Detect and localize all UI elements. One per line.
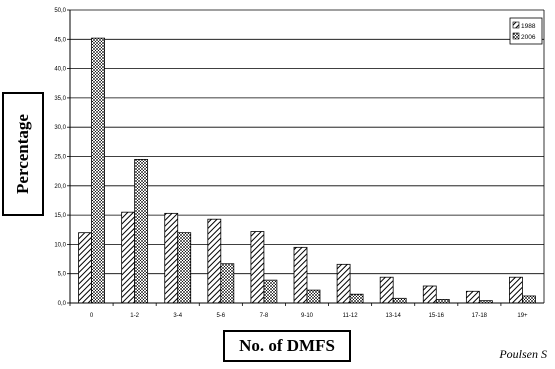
legend-label: 2006 xyxy=(521,34,536,41)
bars xyxy=(78,37,536,304)
legend-swatch xyxy=(512,21,520,29)
bar-2006-7-8 xyxy=(263,279,278,304)
y-axis-title-box: Percentage xyxy=(2,92,44,216)
bar-1988-7-8 xyxy=(250,231,265,304)
legend: 1988 2006 xyxy=(509,17,543,45)
y-tick-label: 25,0 xyxy=(54,155,66,161)
y-tick-label: 5,0 xyxy=(58,272,67,278)
bar-2006-15-16 xyxy=(435,299,450,304)
bar-1988-19+ xyxy=(509,276,523,304)
y-tick-label: 40,0 xyxy=(54,67,66,73)
x-tick-label: 13-14 xyxy=(386,313,402,319)
bar-1988-0 xyxy=(78,232,92,304)
bar-1988-11-12 xyxy=(336,263,351,304)
x-tick-label: 19+ xyxy=(517,313,528,319)
x-tick-label: 17-18 xyxy=(472,313,488,319)
bar-2006-1-2 xyxy=(134,159,149,304)
bar-2006-13-14 xyxy=(392,297,407,304)
y-tick-label: 50,0 xyxy=(54,8,66,14)
bar-1988-5-6 xyxy=(207,218,222,304)
x-tick-label: 0 xyxy=(90,313,94,319)
bar-2006-0 xyxy=(91,37,105,304)
x-axis-title: No. of DMFS xyxy=(239,336,335,355)
bar-2006-3-4 xyxy=(177,232,192,304)
x-tick-label: 7-8 xyxy=(260,313,269,319)
y-tick-label: 20,0 xyxy=(54,184,66,190)
x-axis-title-box: No. of DMFS xyxy=(223,330,351,362)
x-tick-label: 3-4 xyxy=(173,313,182,319)
author-credit: Poulsen S xyxy=(499,347,547,361)
y-tick-label: 15,0 xyxy=(54,213,66,219)
bar-1988-9-10 xyxy=(293,246,308,304)
bar-1988-17-18 xyxy=(465,290,480,304)
bar-1988-1-2 xyxy=(121,211,136,304)
legend-swatch xyxy=(512,32,520,40)
x-tick-label: 15-16 xyxy=(429,313,445,319)
x-tick-label: 5-6 xyxy=(216,313,225,319)
y-axis-title: Percentage xyxy=(13,114,33,194)
x-tick-label: 11-12 xyxy=(343,313,359,319)
bar-1988-15-16 xyxy=(422,285,437,304)
bar-1988-13-14 xyxy=(379,276,394,304)
y-tick-label: 0,0 xyxy=(58,301,67,307)
y-tick-label: 35,0 xyxy=(54,96,66,102)
gridlines xyxy=(70,9,544,304)
bar-2006-5-6 xyxy=(220,263,235,304)
y-tick-label: 30,0 xyxy=(54,125,66,131)
x-tick-label: 1-2 xyxy=(130,313,139,319)
bar-2006-9-10 xyxy=(306,289,321,304)
x-tick-label: 9-10 xyxy=(301,313,314,319)
y-tick-label: 45,0 xyxy=(54,37,66,43)
legend-label: 1988 xyxy=(521,23,536,30)
bar-2006-19+ xyxy=(522,295,536,304)
axes: 0,0 5,0 10,0 15,0 20,0 25,0 30,0 35,0 40,0 45,0 50… xyxy=(54,8,545,319)
y-tick-label: 10,0 xyxy=(54,242,66,248)
bar-2006-11-12 xyxy=(349,293,364,304)
bar-1988-3-4 xyxy=(164,212,179,304)
